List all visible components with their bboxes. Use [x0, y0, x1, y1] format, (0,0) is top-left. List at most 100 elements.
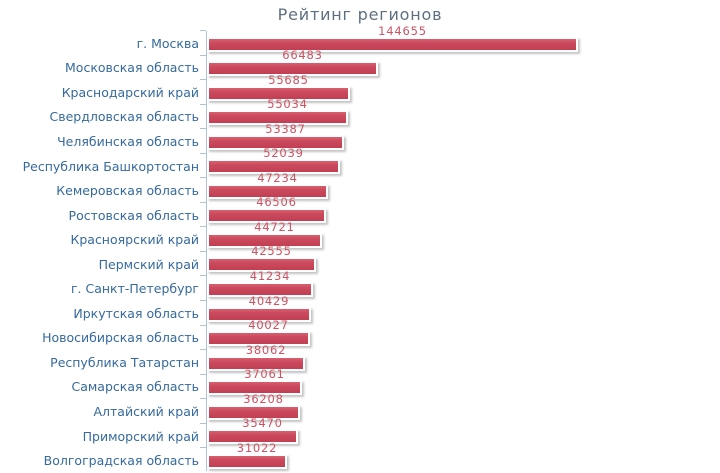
axis-tick: [200, 250, 206, 252]
category-label: г. Москва: [136, 35, 199, 51]
bar: [207, 85, 350, 101]
chart-row: Республика Татарстан 38062: [0, 344, 720, 375]
axis-tick: [200, 177, 206, 179]
category-label: Московская область: [65, 60, 199, 76]
bar-fill: [209, 333, 308, 345]
value-label: 37061: [244, 367, 285, 382]
value-label: 40027: [248, 318, 289, 333]
category-label: Краснодарский край: [61, 84, 199, 100]
axis-tick: [200, 128, 206, 130]
category-label: Алтайский край: [93, 403, 199, 419]
chart-row: Приморский край 35470: [0, 417, 720, 449]
axis-tick: [200, 30, 206, 31]
value-label: 144655: [378, 23, 427, 38]
axis-tick: [200, 447, 206, 449]
category-axis-line: [206, 31, 207, 471]
chart-row: Челябинская область 53387: [0, 123, 720, 154]
bar-fill: [209, 112, 346, 124]
axis-tick: [200, 275, 206, 277]
axis-tick: [200, 398, 206, 400]
bar-fill: [209, 308, 309, 320]
chart-row: Иркутская область 40429: [0, 295, 720, 326]
bar: [207, 306, 311, 322]
chart-row: Алтайский край 36208: [0, 393, 720, 424]
chart-row: Свердловская область 55034: [0, 98, 720, 130]
bar: [207, 380, 302, 396]
bar-fill: [209, 87, 348, 99]
value-label: 53387: [265, 121, 306, 136]
chart-row: Пермский край 42555: [0, 245, 720, 277]
value-label: 44721: [254, 219, 295, 234]
bar: [207, 208, 326, 224]
chart-row: Новосибирская область 40027: [0, 319, 720, 351]
value-label: 55685: [268, 72, 309, 87]
chart-row: Краснодарский край 55685: [0, 74, 720, 105]
bar: [207, 159, 340, 175]
axis-tick: [200, 226, 206, 228]
category-label: Новосибирская область: [42, 330, 199, 346]
chart-row: Кемеровская область 47234: [0, 172, 720, 203]
chart-row: Московская область 66483: [0, 49, 720, 81]
value-label: 31022: [236, 440, 278, 455]
axis-tick: [200, 373, 206, 375]
bar-fill: [209, 382, 300, 394]
bar: [207, 331, 310, 347]
chart-row: Самарская область 37061: [0, 368, 720, 400]
category-label: Пермский край: [98, 256, 199, 272]
bar: [207, 429, 298, 445]
category-label: Ростовская область: [68, 207, 199, 223]
category-label: Красноярский край: [70, 232, 199, 248]
bar-fill: [209, 63, 376, 75]
bar-fill: [209, 455, 285, 467]
category-label: Иркутская область: [73, 305, 199, 321]
bar-fill: [209, 431, 296, 443]
axis-tick: [200, 79, 206, 81]
bar: [207, 36, 578, 52]
chart-row: Волгоградская область 31022: [0, 442, 720, 473]
bar-fill: [209, 283, 311, 295]
bar-fill: [209, 357, 303, 369]
chart-title: Рейтинг регионов: [277, 5, 443, 24]
axis-tick: [200, 300, 206, 302]
category-label: Волгоградская область: [43, 453, 199, 469]
bar: [207, 355, 305, 371]
category-label: Свердловская область: [49, 109, 199, 125]
category-label: Республика Башкортостан: [22, 158, 199, 174]
category-label: Кемеровская область: [56, 183, 199, 199]
chart-rows: г. Москва 144655 Московская область 66483 Кр…: [0, 25, 720, 473]
value-label: 36208: [243, 391, 284, 406]
value-label: 66483: [282, 48, 323, 63]
bar: [207, 404, 300, 420]
value-label: 47234: [257, 170, 298, 185]
bar: [207, 232, 322, 248]
value-label: 52039: [263, 146, 304, 161]
bar-fill: [209, 259, 314, 271]
bar: [207, 453, 287, 469]
category-label: Самарская область: [71, 379, 199, 395]
bar-fill: [209, 161, 338, 173]
bar: [207, 281, 313, 297]
bar-fill: [209, 38, 576, 50]
category-label: Челябинская область: [57, 133, 199, 149]
bar-fill: [209, 185, 326, 197]
axis-tick: [200, 349, 206, 351]
chart-row: Красноярский край 44721: [0, 221, 720, 252]
value-label: 35470: [242, 416, 283, 431]
bar: [207, 257, 316, 273]
axis-tick: [200, 201, 206, 203]
value-label: 38062: [245, 342, 287, 357]
axis-tick: [200, 152, 206, 154]
chart-row: Республика Башкортостан 52039: [0, 147, 720, 179]
axis-tick: [200, 422, 206, 424]
bar-fill: [209, 210, 324, 222]
bar: [207, 110, 348, 126]
value-label: 40429: [248, 293, 290, 308]
axis-tick: [200, 324, 206, 326]
chart-row: г. Москва 144655: [0, 25, 720, 56]
bar-fill: [209, 406, 298, 418]
category-label: Республика Татарстан: [50, 354, 199, 370]
bar: [207, 61, 378, 77]
value-label: 46506: [256, 195, 297, 210]
axis-tick: [200, 54, 206, 56]
